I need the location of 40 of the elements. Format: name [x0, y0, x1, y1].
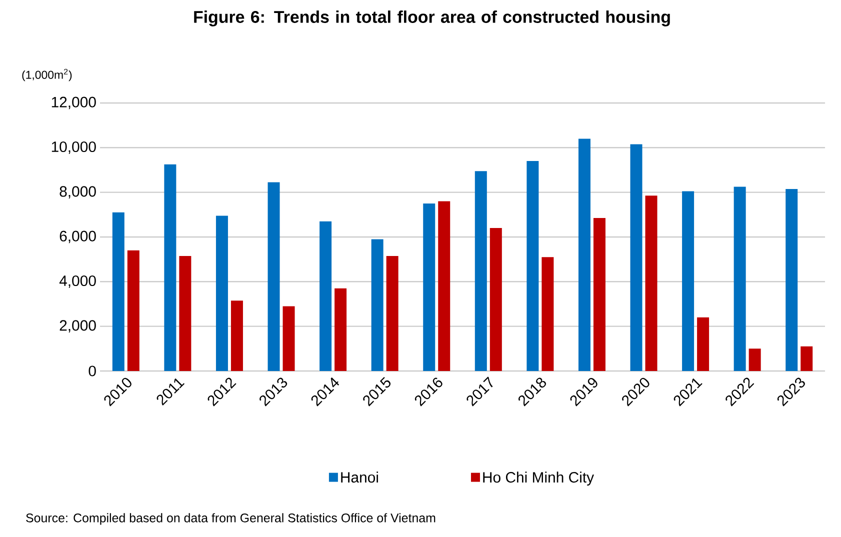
- bar: [786, 188, 798, 371]
- bar: [682, 191, 694, 371]
- bar: [490, 228, 502, 371]
- bar: [748, 348, 761, 371]
- y-tick-label: 4,000: [59, 275, 96, 288]
- y-tick-label: 12,000: [52, 96, 96, 110]
- y-tick-label: 10,000: [52, 141, 96, 154]
- bar: [542, 257, 554, 371]
- bar: [423, 203, 436, 371]
- legend-label: Ho Chi Minh City: [483, 472, 594, 486]
- bar: [645, 196, 658, 371]
- bar: [268, 182, 280, 371]
- bar: [320, 221, 332, 371]
- legend-label: Hanoi: [341, 472, 378, 483]
- bar: [593, 218, 606, 371]
- bar: [164, 164, 176, 371]
- y-tick-label: 8,000: [60, 186, 96, 198]
- bar: [230, 300, 243, 371]
- bar: [282, 306, 295, 371]
- y-tick-label: 0: [88, 366, 96, 376]
- bar: [578, 138, 590, 371]
- source-note: Source: Compiled based on data from General Statistics Office of Vietnam: [26, 513, 436, 525]
- bar: [630, 144, 642, 371]
- bar: [386, 256, 398, 371]
- bar: [526, 161, 539, 371]
- bar: [800, 346, 813, 371]
- bar: [474, 171, 487, 371]
- chart-title: Figure 6: Trends in total floor area of constructed housing: [194, 10, 670, 26]
- y-tick-label: 2,000: [60, 320, 96, 332]
- bar: [216, 216, 228, 371]
- bar: [127, 250, 140, 371]
- bar: [334, 288, 347, 371]
- bar: [112, 212, 124, 371]
- bar: [734, 186, 746, 371]
- bar: [438, 201, 450, 371]
- bar: [697, 317, 710, 371]
- y-tick-label: 6,000: [60, 230, 96, 244]
- bar: [371, 239, 384, 371]
- y-axis-title: (1,000m$^{2}$): [22, 68, 72, 82]
- bar: [179, 256, 192, 371]
